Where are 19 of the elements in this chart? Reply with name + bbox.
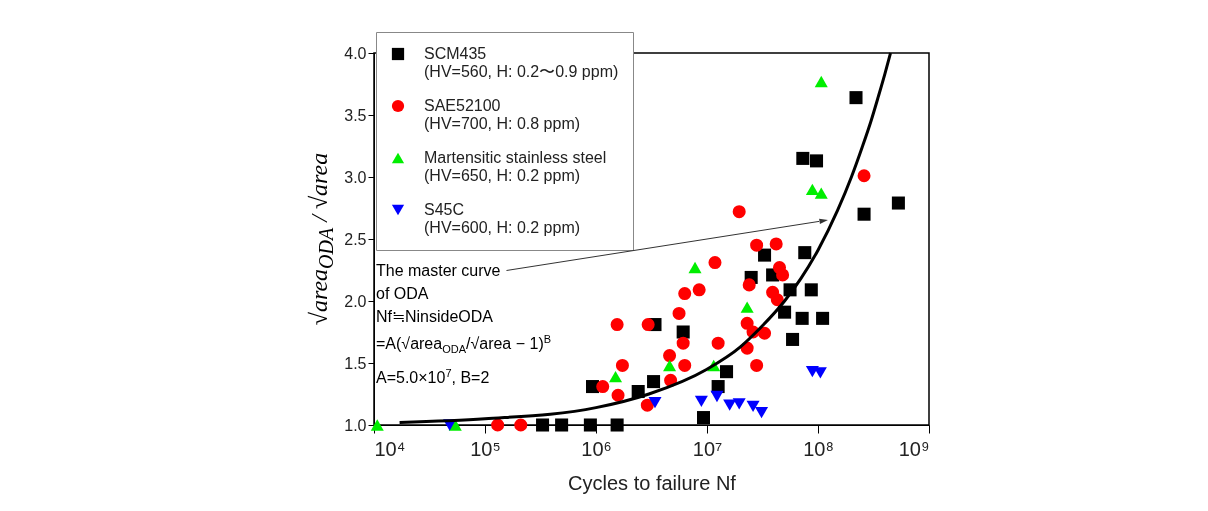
x-tick-label: 10⁹ — [898, 437, 930, 460]
y-tick-label: 3.0 — [344, 168, 367, 186]
y-tick-label: 1.5 — [344, 354, 367, 372]
y-tick-label: 3.5 — [344, 106, 367, 124]
x-tick-label: 10⁸ — [803, 437, 834, 460]
x-tick-label: 10⁵ — [470, 437, 501, 460]
x-tick-label: 10⁶ — [581, 437, 612, 460]
y-tick-label: 4.0 — [344, 44, 367, 62]
legend-label: SAE52100 (HV=700, H: 0.8 ppm) — [424, 97, 581, 132]
x-axis-title: Cycles to failure Nf — [568, 471, 737, 494]
y-tick-label: 2.0 — [344, 292, 367, 310]
legend-label: Martensitic stainless steel (HV=650, H: 0.2 ppm) — [424, 149, 607, 184]
legend-label: SCM435 (HV=560, H: 0.2〜0.9 ppm) — [424, 45, 619, 80]
legend-label: S45C (HV=600, H: 0.2 ppm) — [424, 201, 581, 236]
y-tick-label: 1.0 — [344, 416, 367, 434]
y-tick-label: 2.5 — [344, 230, 367, 248]
text: The master curve of ODA Nf≒NinsideODA =A(√area$_{ODA}$/√area − 1)$^{B}$ A=5.0×10$^{7}$, B=2 — [376, 262, 552, 386]
x-tick-label: 10⁷ — [692, 437, 723, 460]
x-tick-label: 10⁴ — [374, 437, 406, 460]
